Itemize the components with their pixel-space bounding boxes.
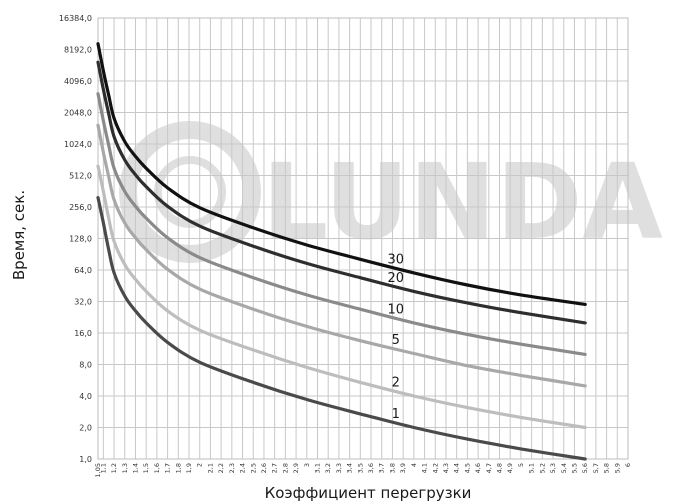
x-tick-label: 5,4 [560,463,568,473]
series-line-30 [96,42,587,306]
x-tick-label: 2,1 [206,463,214,473]
y-tick-label: 2048,0 [64,109,92,118]
y-tick-label: 128,0 [69,235,92,244]
y-tick-label: 256,0 [69,203,92,212]
x-tick-label: 1,6 [153,463,161,473]
y-tick-labels: 1,0 2,0 4,0 8,0 16,0 32,0 64,0 128,0 256,0 512,0 1… [59,14,92,464]
x-tick-label: 3,1 [313,463,321,473]
x-tick-label: 4 [410,463,418,467]
x-tick-label: 5,9 [613,463,621,473]
x-tick-label: 2,5 [249,463,257,473]
x-tick-label: 4,8 [496,463,504,473]
x-tick-label: 5,8 [603,463,611,473]
series-line-10 [96,92,587,356]
x-tick-label: 1,05 [94,463,102,477]
x-tick-label: 2,3 [228,463,236,473]
x-tick-label: 5,2 [538,463,546,473]
x-tick-label: 2,7 [271,463,279,473]
y-tick-label: 16384,0 [59,14,92,23]
x-tick-label: 5,3 [549,463,557,473]
curve-label-5: 5 [392,333,400,348]
series-line-20 [96,60,587,325]
x-tick-label: 3,7 [378,463,386,473]
x-tick-label: 2,4 [239,463,247,473]
x-tick-label: 5 [517,463,525,467]
curve-label-20: 20 [388,271,405,286]
curve-label-10: 10 [388,302,405,317]
x-tick-label: 4,7 [485,463,493,473]
x-tick-label: 3,9 [399,463,407,473]
y-tick-label: 8192,0 [64,46,92,55]
y-tick-label: 4096,0 [64,77,92,86]
x-tick-label: 4,9 [506,463,514,473]
y-tick-label: 4,0 [79,392,92,401]
x-tick-label: 1,5 [142,463,150,473]
series-line-2 [96,164,587,430]
x-tick-label: 3 [303,463,311,467]
y-tick-label: 8,0 [79,361,92,370]
x-tick-label: 5,5 [570,463,578,473]
x-tick-label: 4,2 [431,463,439,473]
y-tick-label: 512,0 [69,172,92,181]
x-tick-label: 4,1 [421,463,429,473]
x-tick-label: 2,2 [217,463,225,473]
y-tick-label: 2,0 [79,424,92,433]
y-tick-label: 16,0 [74,329,92,338]
x-tick-label: 3,5 [356,463,364,473]
x-tick-labels: 1,051,1 1,2 1,3 1,4 1,5 1,6 1,7 1,8 1,9 2 2,1 2,2 2,… [94,463,632,477]
x-tick-label: 5,6 [581,463,589,473]
x-tick-label: 3,3 [335,463,343,473]
grid [97,17,629,460]
y-tick-label: 64,0 [74,266,92,275]
x-tick-label: 5,1 [528,463,536,473]
x-tick-label: 4,4 [453,463,461,473]
x-tick-label: 6 [624,463,632,467]
x-tick-label: 1,9 [185,463,193,473]
x-tick-label: 3,2 [324,463,332,473]
y-axis-label: Время, сек. [10,190,28,280]
curve-label-2: 2 [392,376,400,391]
x-tick-label: 4,3 [442,463,450,473]
curve-label-30: 30 [388,252,405,267]
x-tick-label: 4,5 [463,463,471,473]
x-tick-label: 3,4 [346,463,354,473]
plot-frame [97,17,629,460]
x-tick-label: 1,1 [99,463,107,473]
x-tick-label: 4,6 [474,463,482,473]
y-tick-label: 1,0 [79,455,92,464]
x-tick-label: 3,6 [367,463,375,473]
series-line-5 [96,123,587,388]
watermark-ring-inner [154,156,226,228]
series-lines [96,42,587,461]
x-tick-label: 3,8 [388,463,396,473]
series-line-1 [96,196,587,461]
x-tick-label: 1,4 [131,463,139,473]
curve-labels: 1 2 5 10 20 30 [388,252,405,422]
x-tick-label: 1,7 [164,463,172,473]
x-tick-label: 2,6 [260,463,268,473]
x-tick-label: 2,9 [292,463,300,473]
x-tick-label: 1,8 [174,463,182,473]
x-tick-label: 2 [196,463,204,467]
curve-label-1: 1 [392,407,400,422]
x-tick-label: 5,7 [592,463,600,473]
lunda-watermark-logo: LUNDA [119,121,663,263]
x-tick-label: 2,8 [281,463,289,473]
y-tick-label: 32,0 [74,298,92,307]
x-axis-label: Коэффициент перегрузки [265,484,472,502]
x-tick-label: 1,2 [110,463,118,473]
x-tick-label: 1,3 [121,463,129,473]
y-tick-label: 1024,0 [64,140,92,149]
watermark-text: LUNDA [262,141,663,263]
